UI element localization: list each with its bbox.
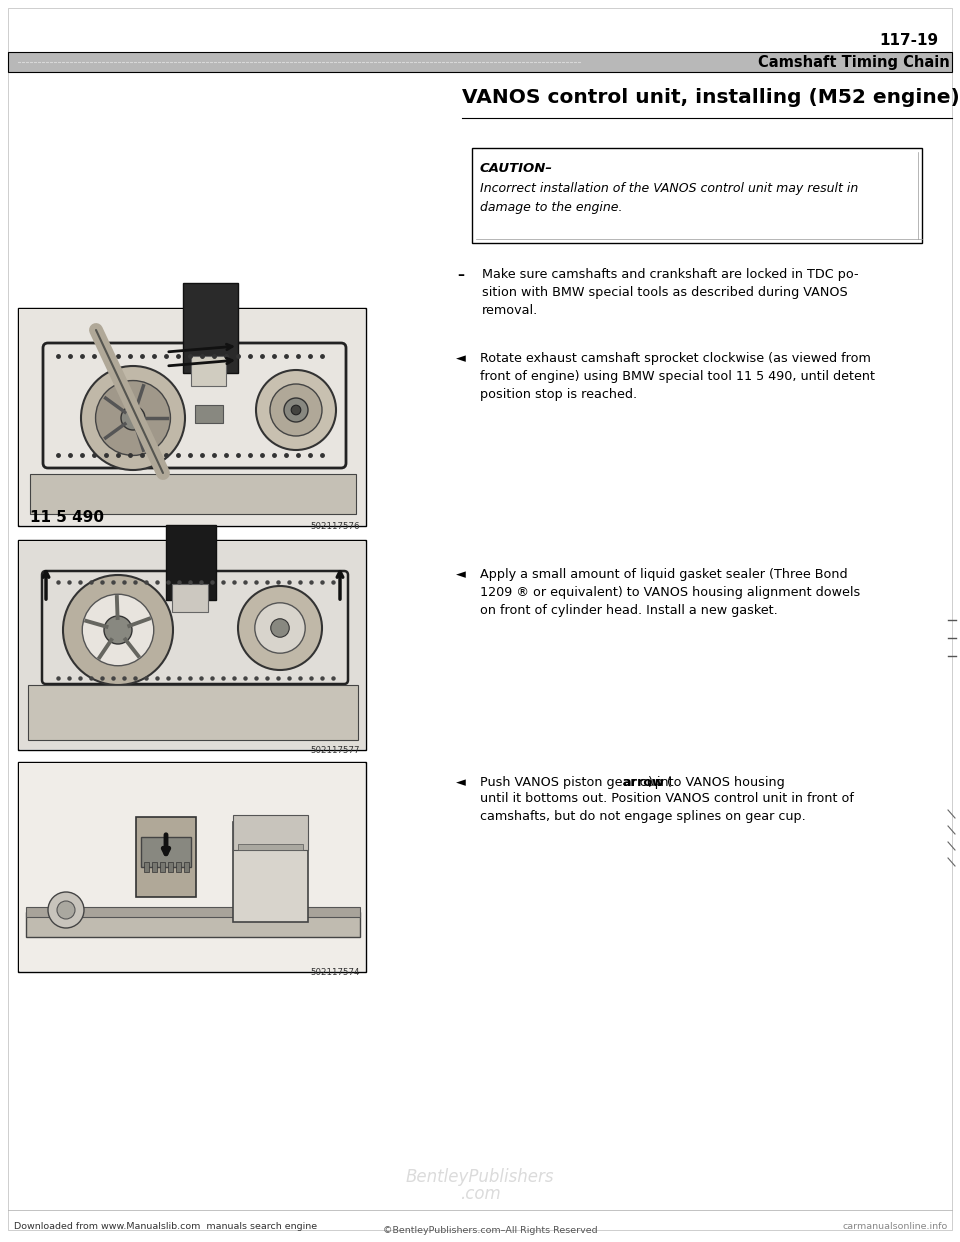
Circle shape	[238, 586, 322, 669]
Text: ◄: ◄	[456, 568, 466, 581]
Text: 502117576: 502117576	[310, 522, 360, 532]
Bar	[18, 308, 366, 527]
Bar	[191, 356, 226, 386]
Text: ◄: ◄	[456, 776, 466, 789]
Bar	[238, 845, 303, 850]
Text: Rotate exhaust camshaft sprocket clockwise (as viewed from
front of engine) usin: Rotate exhaust camshaft sprocket clockwi…	[480, 351, 875, 401]
Text: 502117577: 502117577	[310, 746, 360, 755]
Bar	[18, 763, 366, 972]
Bar	[141, 837, 191, 867]
Text: .com: .com	[460, 1185, 500, 1203]
Circle shape	[63, 575, 173, 686]
Circle shape	[96, 380, 171, 456]
Bar	[166, 525, 216, 600]
Bar	[30, 474, 356, 514]
Circle shape	[57, 900, 75, 919]
Bar	[19, 763, 365, 971]
Bar	[176, 862, 181, 872]
Text: until it bottoms out. Position VANOS control unit in front of
camshafts, but do : until it bottoms out. Position VANOS con…	[480, 792, 853, 823]
Circle shape	[284, 397, 308, 422]
Bar	[26, 912, 360, 936]
Bar	[152, 862, 157, 872]
Text: VANOS control unit, installing (M52 engine): VANOS control unit, installing (M52 engi…	[462, 88, 960, 107]
Text: Push VANOS piston gear cup (: Push VANOS piston gear cup (	[480, 776, 672, 789]
Circle shape	[83, 594, 154, 666]
Circle shape	[48, 892, 84, 928]
Circle shape	[256, 370, 336, 450]
Circle shape	[121, 406, 145, 430]
Circle shape	[104, 616, 132, 645]
Bar	[195, 405, 223, 424]
Bar	[144, 862, 149, 872]
Bar	[26, 907, 360, 917]
Bar	[8, 52, 952, 72]
Bar	[233, 822, 308, 922]
Bar	[18, 540, 366, 750]
Circle shape	[254, 602, 305, 653]
Bar	[19, 542, 365, 749]
Bar	[136, 817, 196, 897]
Text: Camshaft Timing Chain: Camshaft Timing Chain	[758, 55, 950, 70]
Text: carmanualsonline.info: carmanualsonline.info	[843, 1222, 948, 1231]
Bar	[28, 686, 358, 740]
Text: CAUTION–: CAUTION–	[480, 161, 553, 175]
Bar	[233, 815, 308, 850]
Text: 117-19: 117-19	[878, 34, 938, 48]
Text: arrow: arrow	[623, 776, 664, 789]
Circle shape	[291, 405, 300, 415]
Text: BentleyPublishers: BentleyPublishers	[406, 1167, 554, 1186]
Text: Make sure camshafts and crankshaft are locked in TDC po-
sition with BMW special: Make sure camshafts and crankshaft are l…	[482, 268, 858, 317]
Circle shape	[81, 366, 185, 469]
Bar	[172, 584, 208, 612]
Text: –: –	[457, 268, 464, 282]
Bar	[184, 862, 189, 872]
Text: Apply a small amount of liquid gasket sealer (Three Bond
1209 ® or equivalent) t: Apply a small amount of liquid gasket se…	[480, 568, 860, 617]
Bar	[183, 283, 238, 373]
Text: ) into VANOS housing: ) into VANOS housing	[648, 776, 785, 789]
Text: 502117574: 502117574	[310, 968, 360, 977]
Text: ©BentleyPublishers.com–All Rights Reserved: ©BentleyPublishers.com–All Rights Reserv…	[383, 1226, 597, 1235]
Text: ◄: ◄	[456, 351, 466, 365]
Bar	[168, 862, 173, 872]
Bar	[19, 309, 365, 525]
Text: 11 5 490: 11 5 490	[30, 510, 104, 525]
Bar	[8, 52, 952, 72]
Text: Incorrect installation of the VANOS control unit may result in
damage to the eng: Incorrect installation of the VANOS cont…	[480, 183, 858, 214]
Circle shape	[271, 619, 289, 637]
Bar	[472, 148, 922, 243]
Circle shape	[270, 384, 322, 436]
Text: Downloaded from www.Manualslib.com  manuals search engine: Downloaded from www.Manualslib.com manua…	[14, 1222, 317, 1231]
Bar	[160, 862, 165, 872]
